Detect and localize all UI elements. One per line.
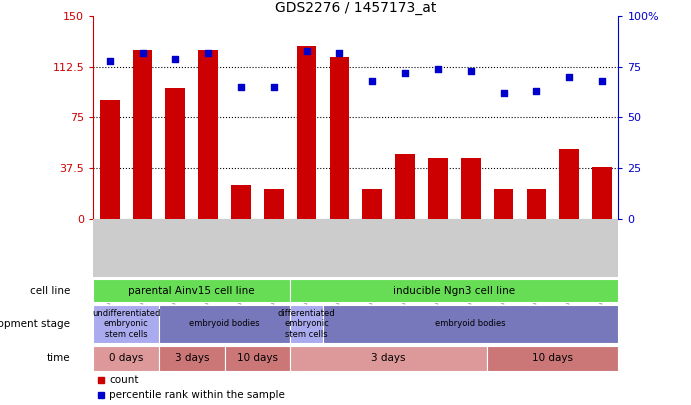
Bar: [297, 46, 316, 219]
Text: embryoid bodies: embryoid bodies: [435, 320, 506, 328]
Title: GDS2276 / 1457173_at: GDS2276 / 1457173_at: [275, 1, 437, 15]
Bar: [93, 305, 159, 343]
Point: [202, 49, 214, 56]
Bar: [133, 50, 153, 219]
Text: undifferentiated
embryonic
stem cells: undifferentiated embryonic stem cells: [92, 309, 160, 339]
Bar: [290, 346, 487, 371]
Bar: [290, 279, 618, 303]
Bar: [159, 305, 290, 343]
Text: parental Ainv15 cell line: parental Ainv15 cell line: [129, 286, 255, 296]
Bar: [93, 346, 159, 371]
Bar: [330, 57, 350, 219]
Point: [236, 84, 247, 90]
Point: [268, 84, 279, 90]
Bar: [527, 189, 547, 219]
Point: [564, 74, 575, 80]
Text: time: time: [47, 354, 70, 363]
Bar: [100, 100, 120, 219]
Point: [465, 68, 476, 74]
Text: 0 days: 0 days: [109, 354, 143, 363]
Point: [367, 78, 378, 84]
Text: embryoid bodies: embryoid bodies: [189, 320, 260, 328]
Bar: [264, 189, 283, 219]
Text: 10 days: 10 days: [532, 354, 574, 363]
Text: inducible Ngn3 cell line: inducible Ngn3 cell line: [393, 286, 515, 296]
Point: [104, 58, 115, 64]
Bar: [428, 158, 448, 219]
Bar: [395, 154, 415, 219]
Bar: [323, 305, 618, 343]
Text: 3 days: 3 days: [372, 354, 406, 363]
Bar: [487, 346, 618, 371]
Point: [498, 90, 509, 96]
Bar: [290, 305, 323, 343]
Bar: [93, 279, 290, 303]
Text: 3 days: 3 days: [175, 354, 209, 363]
Point: [531, 88, 542, 94]
Point: [596, 78, 607, 84]
Bar: [461, 158, 481, 219]
Text: differentiated
embryonic
stem cells: differentiated embryonic stem cells: [278, 309, 335, 339]
Text: cell line: cell line: [30, 286, 70, 296]
Bar: [166, 88, 185, 219]
Text: percentile rank within the sample: percentile rank within the sample: [109, 390, 285, 400]
Point: [301, 47, 312, 54]
Bar: [198, 50, 218, 219]
Bar: [363, 189, 382, 219]
Bar: [159, 346, 225, 371]
Point: [137, 49, 148, 56]
Bar: [560, 149, 579, 219]
Point: [170, 55, 181, 62]
Text: development stage: development stage: [0, 319, 70, 329]
Bar: [225, 346, 290, 371]
Bar: [493, 189, 513, 219]
Text: count: count: [109, 375, 138, 385]
Bar: [592, 167, 612, 219]
Point: [399, 70, 410, 76]
Text: 10 days: 10 days: [237, 354, 278, 363]
Point: [433, 66, 444, 72]
Point: [334, 49, 345, 56]
Bar: [231, 185, 251, 219]
